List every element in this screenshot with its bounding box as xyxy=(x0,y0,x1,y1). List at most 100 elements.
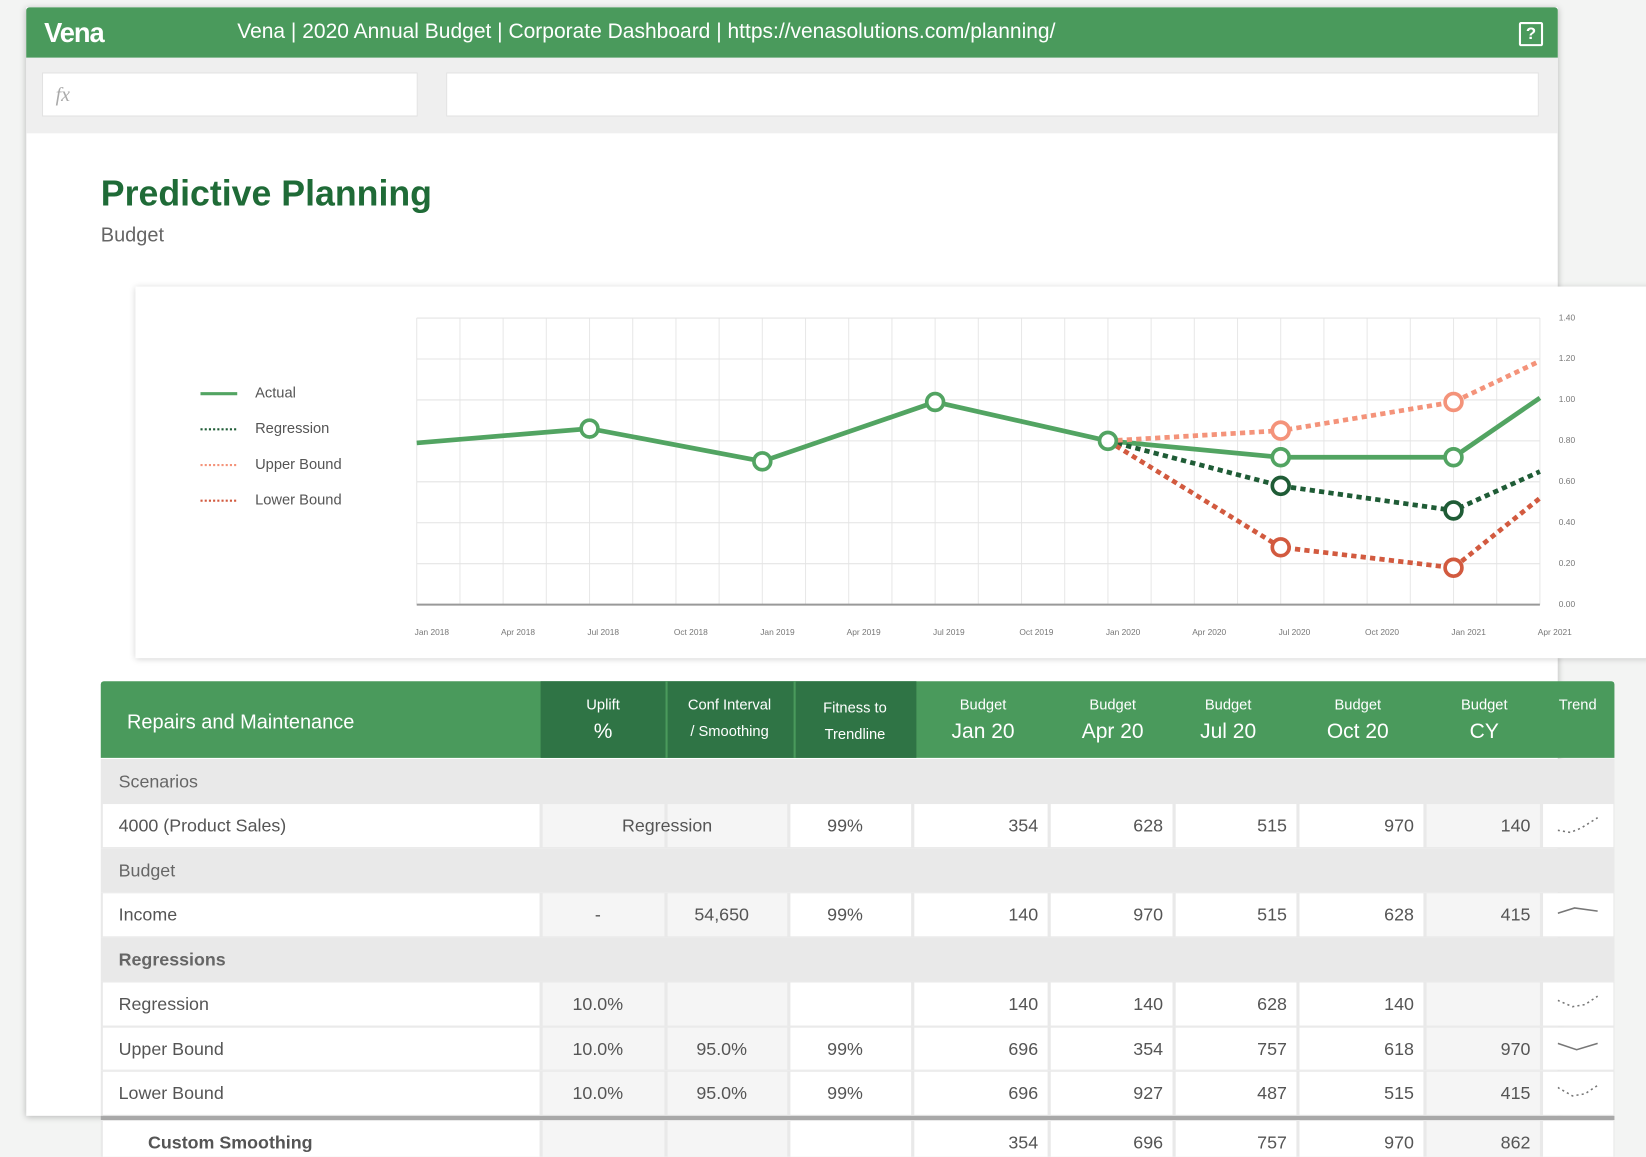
column-header-top: Uplift xyxy=(586,695,620,713)
cell xyxy=(102,1071,540,1115)
cell xyxy=(1050,982,1173,1026)
column-header-top: Budget xyxy=(1204,695,1252,713)
cell xyxy=(1299,804,1424,848)
cell xyxy=(1543,893,1614,937)
y-tick-label: 1.00 xyxy=(1559,394,1576,404)
header-divider xyxy=(793,681,796,758)
sparkline xyxy=(1557,1042,1598,1051)
cell xyxy=(667,982,788,1026)
marker xyxy=(1443,447,1464,468)
section-label: Budget xyxy=(118,860,176,881)
marker xyxy=(1270,537,1291,558)
cell xyxy=(1175,1121,1297,1157)
x-tick-label: Oct 2018 xyxy=(674,627,708,637)
cell xyxy=(1426,893,1540,937)
cell xyxy=(790,982,912,1026)
cell xyxy=(1050,1027,1173,1070)
cell-value: 415 xyxy=(1500,904,1531,925)
marker xyxy=(1443,391,1464,413)
cell xyxy=(1543,1071,1614,1115)
legend-label: Lower Bound xyxy=(255,493,342,509)
marker xyxy=(1443,500,1464,521)
section-row xyxy=(100,758,1615,804)
y-tick-label: 1.40 xyxy=(1559,312,1576,322)
cell-value: 618 xyxy=(1384,1039,1414,1060)
cell xyxy=(102,982,540,1026)
cell-value: 140 xyxy=(1500,815,1531,836)
cell xyxy=(667,1071,788,1115)
help-button[interactable]: ? xyxy=(1518,22,1544,47)
cell xyxy=(914,1121,1048,1157)
column-header-top: Budget xyxy=(1334,695,1382,713)
cell-value: 515 xyxy=(1384,1083,1414,1104)
logo: Vena xyxy=(44,16,105,49)
table-title: Repairs and Maintenance xyxy=(127,711,355,734)
cell-value: 354 xyxy=(1008,1132,1039,1153)
x-tick-label: Apr 2021 xyxy=(1538,627,1572,637)
cell xyxy=(1175,893,1297,937)
marker xyxy=(1270,447,1291,468)
cell-value: 970 xyxy=(1133,904,1164,925)
x-tick-label: Oct 2019 xyxy=(1019,627,1053,637)
cell-value: 140 xyxy=(1384,994,1414,1015)
x-tick-label: Jul 2019 xyxy=(933,627,965,637)
cell-value: 696 xyxy=(1133,1132,1164,1153)
x-tick-label: Jul 2020 xyxy=(1279,627,1311,637)
total-rule xyxy=(100,1115,1615,1121)
x-tick-label: Apr 2019 xyxy=(847,627,881,637)
column-header-top: Conf Interval xyxy=(687,695,772,713)
cell-value: 628 xyxy=(1384,904,1414,925)
cell xyxy=(1543,1121,1614,1157)
cell xyxy=(790,893,912,937)
cell-value: 95.0% xyxy=(696,1083,747,1104)
window-title: Vena | 2020 Annual Budget | Corporate Da… xyxy=(237,19,1056,44)
x-tick-label: Apr 2020 xyxy=(1192,627,1226,637)
x-tick-label: Apr 2018 xyxy=(501,627,535,637)
cell xyxy=(1175,982,1297,1026)
cell-value: 696 xyxy=(1008,1039,1039,1060)
marker xyxy=(1443,557,1464,579)
cell xyxy=(667,893,788,937)
cell xyxy=(1175,1027,1297,1070)
formula-input[interactable]: fx xyxy=(41,72,418,117)
legend-label: Upper Bound xyxy=(255,457,342,473)
sparkline-path xyxy=(1557,907,1598,914)
cell xyxy=(1426,1121,1540,1157)
cell xyxy=(914,1027,1048,1070)
cell-value: 10.0% xyxy=(572,994,624,1015)
title-bar: Vena Vena | 2020 Annual Budget | Corpora… xyxy=(26,7,1558,58)
cell-input[interactable] xyxy=(446,72,1539,117)
cell xyxy=(1299,1121,1424,1157)
chart: 0.00 0.20 0.40 0.60 0.80 1.00 1.20 1.40 Jan 2018… xyxy=(200,312,1576,637)
cell xyxy=(1426,1071,1540,1115)
cell xyxy=(914,893,1048,937)
sparkline xyxy=(1557,1084,1599,1097)
cell xyxy=(542,1071,665,1115)
cell-value: 354 xyxy=(1008,815,1039,836)
cell xyxy=(1050,804,1173,848)
cell xyxy=(1175,1071,1297,1115)
column-header-top: Budget xyxy=(1460,695,1508,713)
cell xyxy=(667,1121,788,1157)
cell xyxy=(790,1071,912,1115)
table-header-group xyxy=(540,681,917,758)
cell xyxy=(790,1027,912,1070)
cell xyxy=(667,804,788,848)
marker xyxy=(752,451,773,472)
cell xyxy=(1299,1027,1424,1070)
cell xyxy=(1050,1071,1173,1115)
x-tick-label: Oct 2020 xyxy=(1365,627,1399,637)
chart-card xyxy=(135,286,1646,659)
cell xyxy=(790,1121,912,1157)
column-header-bottom: Trendline xyxy=(824,725,886,743)
cell-value: 99% xyxy=(827,1083,863,1104)
row-label: Upper Bound xyxy=(118,1039,224,1060)
page-title: Predictive Planning xyxy=(100,174,432,215)
marker xyxy=(1270,475,1291,497)
cell xyxy=(542,893,665,937)
section-label: Scenarios xyxy=(118,771,198,792)
sparkline xyxy=(1557,995,1599,1008)
cell xyxy=(1050,893,1173,937)
marker xyxy=(1097,430,1119,452)
